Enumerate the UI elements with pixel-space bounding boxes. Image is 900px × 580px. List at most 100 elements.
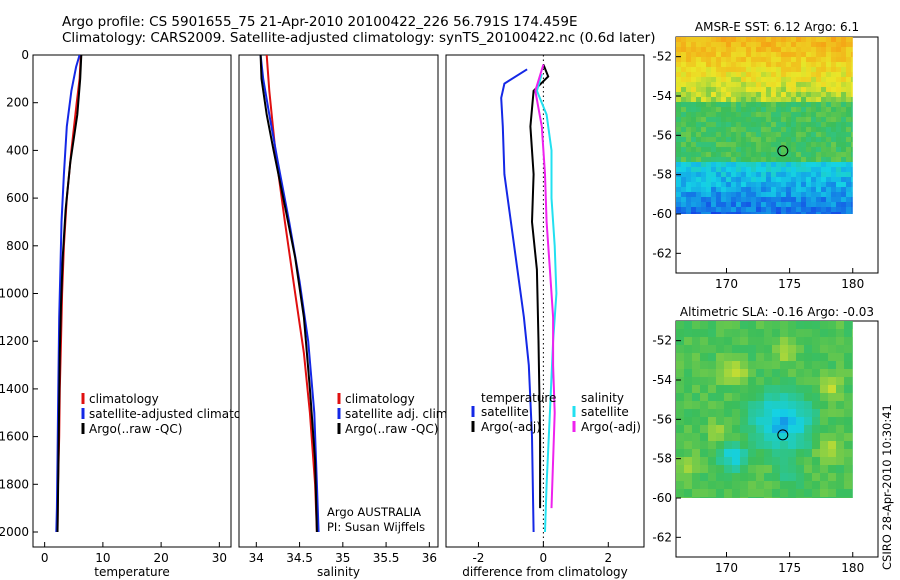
heatmap-cell xyxy=(748,329,756,337)
heatmap-cell xyxy=(831,42,836,47)
heatmap-cell xyxy=(852,457,853,465)
heatmap-cell xyxy=(716,345,724,353)
heatmap-cell xyxy=(812,425,820,433)
heatmap-cell xyxy=(751,187,756,192)
heatmap-cell xyxy=(764,417,772,425)
heatmap-cell xyxy=(711,102,716,107)
heatmap-cell xyxy=(852,345,853,353)
heatmap-cell xyxy=(711,207,716,212)
heatmap-cell xyxy=(772,337,780,345)
heatmap-cell xyxy=(736,147,741,152)
heatmap-cell xyxy=(726,37,731,42)
heatmap-cell xyxy=(851,77,853,82)
heatmap-cell xyxy=(684,321,692,329)
heatmap-cell xyxy=(836,369,844,377)
heatmap-cell xyxy=(786,97,791,102)
heatmap-cell xyxy=(831,167,836,172)
heatmap-cell xyxy=(811,177,816,182)
heatmap-cell xyxy=(748,353,756,361)
heatmap-cell xyxy=(761,147,766,152)
heatmap-cell xyxy=(796,147,801,152)
heatmap-cell xyxy=(736,187,741,192)
heatmap-cell xyxy=(806,152,811,157)
x-tick-label: 20 xyxy=(153,551,168,565)
heatmap-cell xyxy=(816,117,821,122)
heatmap-cell xyxy=(811,152,816,157)
heatmap-cell xyxy=(766,197,771,202)
heatmap-cell xyxy=(836,489,844,497)
heatmap-cell xyxy=(732,417,740,425)
heatmap-cell xyxy=(821,132,826,137)
heatmap-cell xyxy=(731,42,736,47)
heatmap-cell xyxy=(696,147,701,152)
heatmap-cell xyxy=(826,157,831,162)
heatmap-cell xyxy=(841,97,846,102)
heatmap-cell xyxy=(831,182,836,187)
heatmap-cell xyxy=(771,92,776,97)
heatmap-cell xyxy=(741,42,746,47)
heatmap-cell xyxy=(781,157,786,162)
heatmap-cell xyxy=(676,57,681,62)
heatmap-cell xyxy=(691,107,696,112)
heatmap-cell xyxy=(684,449,692,457)
legend-label: satellite xyxy=(581,405,629,419)
heatmap-cell xyxy=(796,449,804,457)
heatmap-cell xyxy=(806,37,811,42)
heatmap-cell xyxy=(701,172,706,177)
heatmap-cell xyxy=(796,177,801,182)
heatmap-cell xyxy=(676,122,681,127)
heatmap-cell xyxy=(711,192,716,197)
heatmap-cell xyxy=(726,207,731,212)
heatmap-cell xyxy=(681,142,686,147)
heatmap-cell xyxy=(786,172,791,177)
heatmap-cell xyxy=(751,207,756,212)
heatmap-cell xyxy=(851,147,853,152)
heatmap-cell xyxy=(772,441,780,449)
heatmap-cell xyxy=(681,172,686,177)
heatmap-cell xyxy=(821,92,826,97)
heatmap-cell xyxy=(691,162,696,167)
heatmap-cell xyxy=(836,473,844,481)
heatmap-cell xyxy=(844,481,852,489)
heatmap-cell xyxy=(796,67,801,72)
heatmap-cell xyxy=(700,377,708,385)
heatmap-cell xyxy=(716,321,724,329)
heatmap-cell xyxy=(772,377,780,385)
heatmap-cell xyxy=(706,87,711,92)
heatmap-cell xyxy=(846,162,851,167)
heatmap-cell xyxy=(740,321,748,329)
heatmap-cell xyxy=(731,102,736,107)
heatmap-cell xyxy=(684,465,692,473)
heatmap-cell xyxy=(676,361,684,369)
heatmap-cell xyxy=(732,361,740,369)
heatmap-cell xyxy=(771,37,776,42)
heatmap-cell xyxy=(831,187,836,192)
heatmap-cell xyxy=(706,77,711,82)
heatmap-cell xyxy=(706,187,711,192)
heatmap-cell xyxy=(741,97,746,102)
heatmap-cell xyxy=(708,473,716,481)
heatmap-cell xyxy=(791,72,796,77)
heatmap-cell xyxy=(756,112,761,117)
heatmap-cell xyxy=(821,152,826,157)
heatmap-cell xyxy=(732,449,740,457)
heatmap-cell xyxy=(724,497,732,498)
heatmap-cell xyxy=(811,132,816,137)
heatmap-cell xyxy=(852,321,853,329)
legend-label: Argo(..raw -QC) xyxy=(89,422,182,436)
heatmap-cell xyxy=(681,157,686,162)
heatmap-cell xyxy=(736,42,741,47)
heatmap-cell xyxy=(788,441,796,449)
heatmap-cell xyxy=(706,52,711,57)
heatmap-cell xyxy=(828,425,836,433)
heatmap-cell xyxy=(852,409,853,417)
heatmap-cell xyxy=(811,142,816,147)
heatmap-cell xyxy=(731,142,736,147)
heatmap-cell xyxy=(791,67,796,72)
heatmap-cell xyxy=(780,361,788,369)
heatmap-cell xyxy=(836,87,841,92)
heatmap-cell xyxy=(764,465,772,473)
heatmap-cell xyxy=(711,117,716,122)
heatmap-cell xyxy=(766,152,771,157)
heatmap-cell xyxy=(686,87,691,92)
